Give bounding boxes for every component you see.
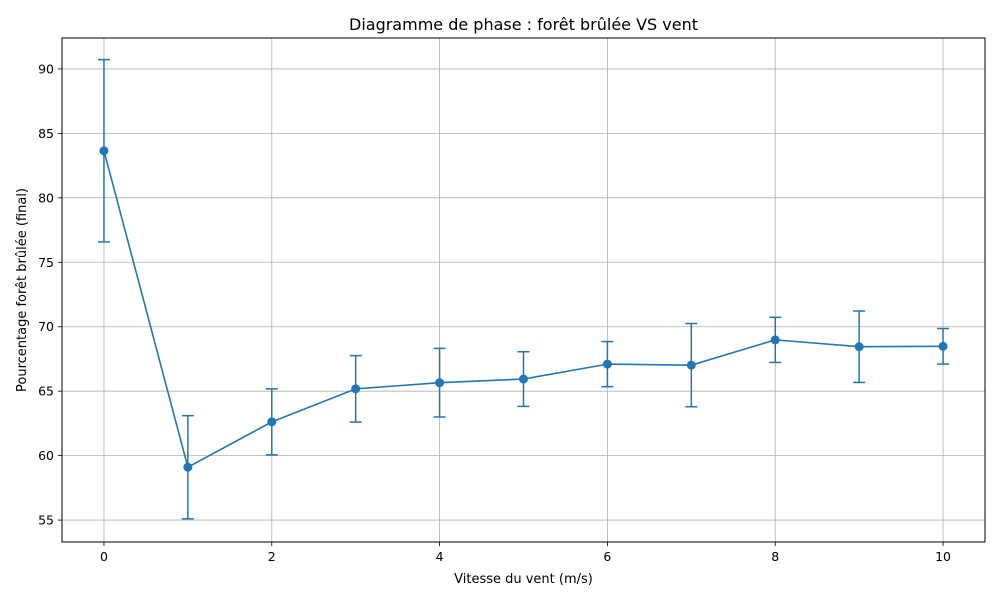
data-point [267, 417, 277, 427]
y-tick-label: 85 [38, 126, 54, 141]
data-point [938, 341, 948, 351]
plot-frame [61, 37, 986, 543]
y-tick-label: 75 [38, 255, 54, 270]
data-point [686, 360, 696, 370]
y-tick-label: 70 [38, 319, 54, 334]
x-tick-label: 0 [100, 549, 108, 564]
data-point [351, 384, 361, 394]
y-tick-label: 55 [38, 513, 54, 528]
y-tick-label: 60 [38, 448, 54, 463]
data-point [435, 378, 445, 388]
grid [62, 38, 985, 542]
y-tick-label: 80 [38, 190, 54, 205]
y-tick-label: 65 [38, 384, 54, 399]
data-point [99, 146, 109, 156]
x-tick-label: 10 [935, 549, 951, 564]
data-points [99, 146, 948, 472]
data-point [519, 374, 528, 384]
y-axis-ticks: 55 60 65 70 75 80 85 90 [38, 61, 62, 528]
data-point [602, 359, 612, 369]
y-tick-label: 90 [38, 61, 54, 76]
x-axis-label: Vitesse du vent (m/s) [454, 572, 593, 587]
chart-title: Diagramme de phase : forêt brûlée VS ven… [349, 15, 698, 34]
x-tick-label: 2 [268, 549, 276, 564]
x-tick-label: 6 [603, 549, 611, 564]
data-point [854, 342, 864, 352]
data-point [183, 462, 193, 472]
y-axis-label: Pourcentage forêt brûlée (final) [15, 188, 30, 392]
x-tick-label: 4 [436, 549, 444, 564]
data-point [770, 335, 780, 345]
x-tick-label: 8 [771, 549, 779, 564]
x-axis-ticks: 0 2 4 6 8 10 [100, 542, 951, 564]
